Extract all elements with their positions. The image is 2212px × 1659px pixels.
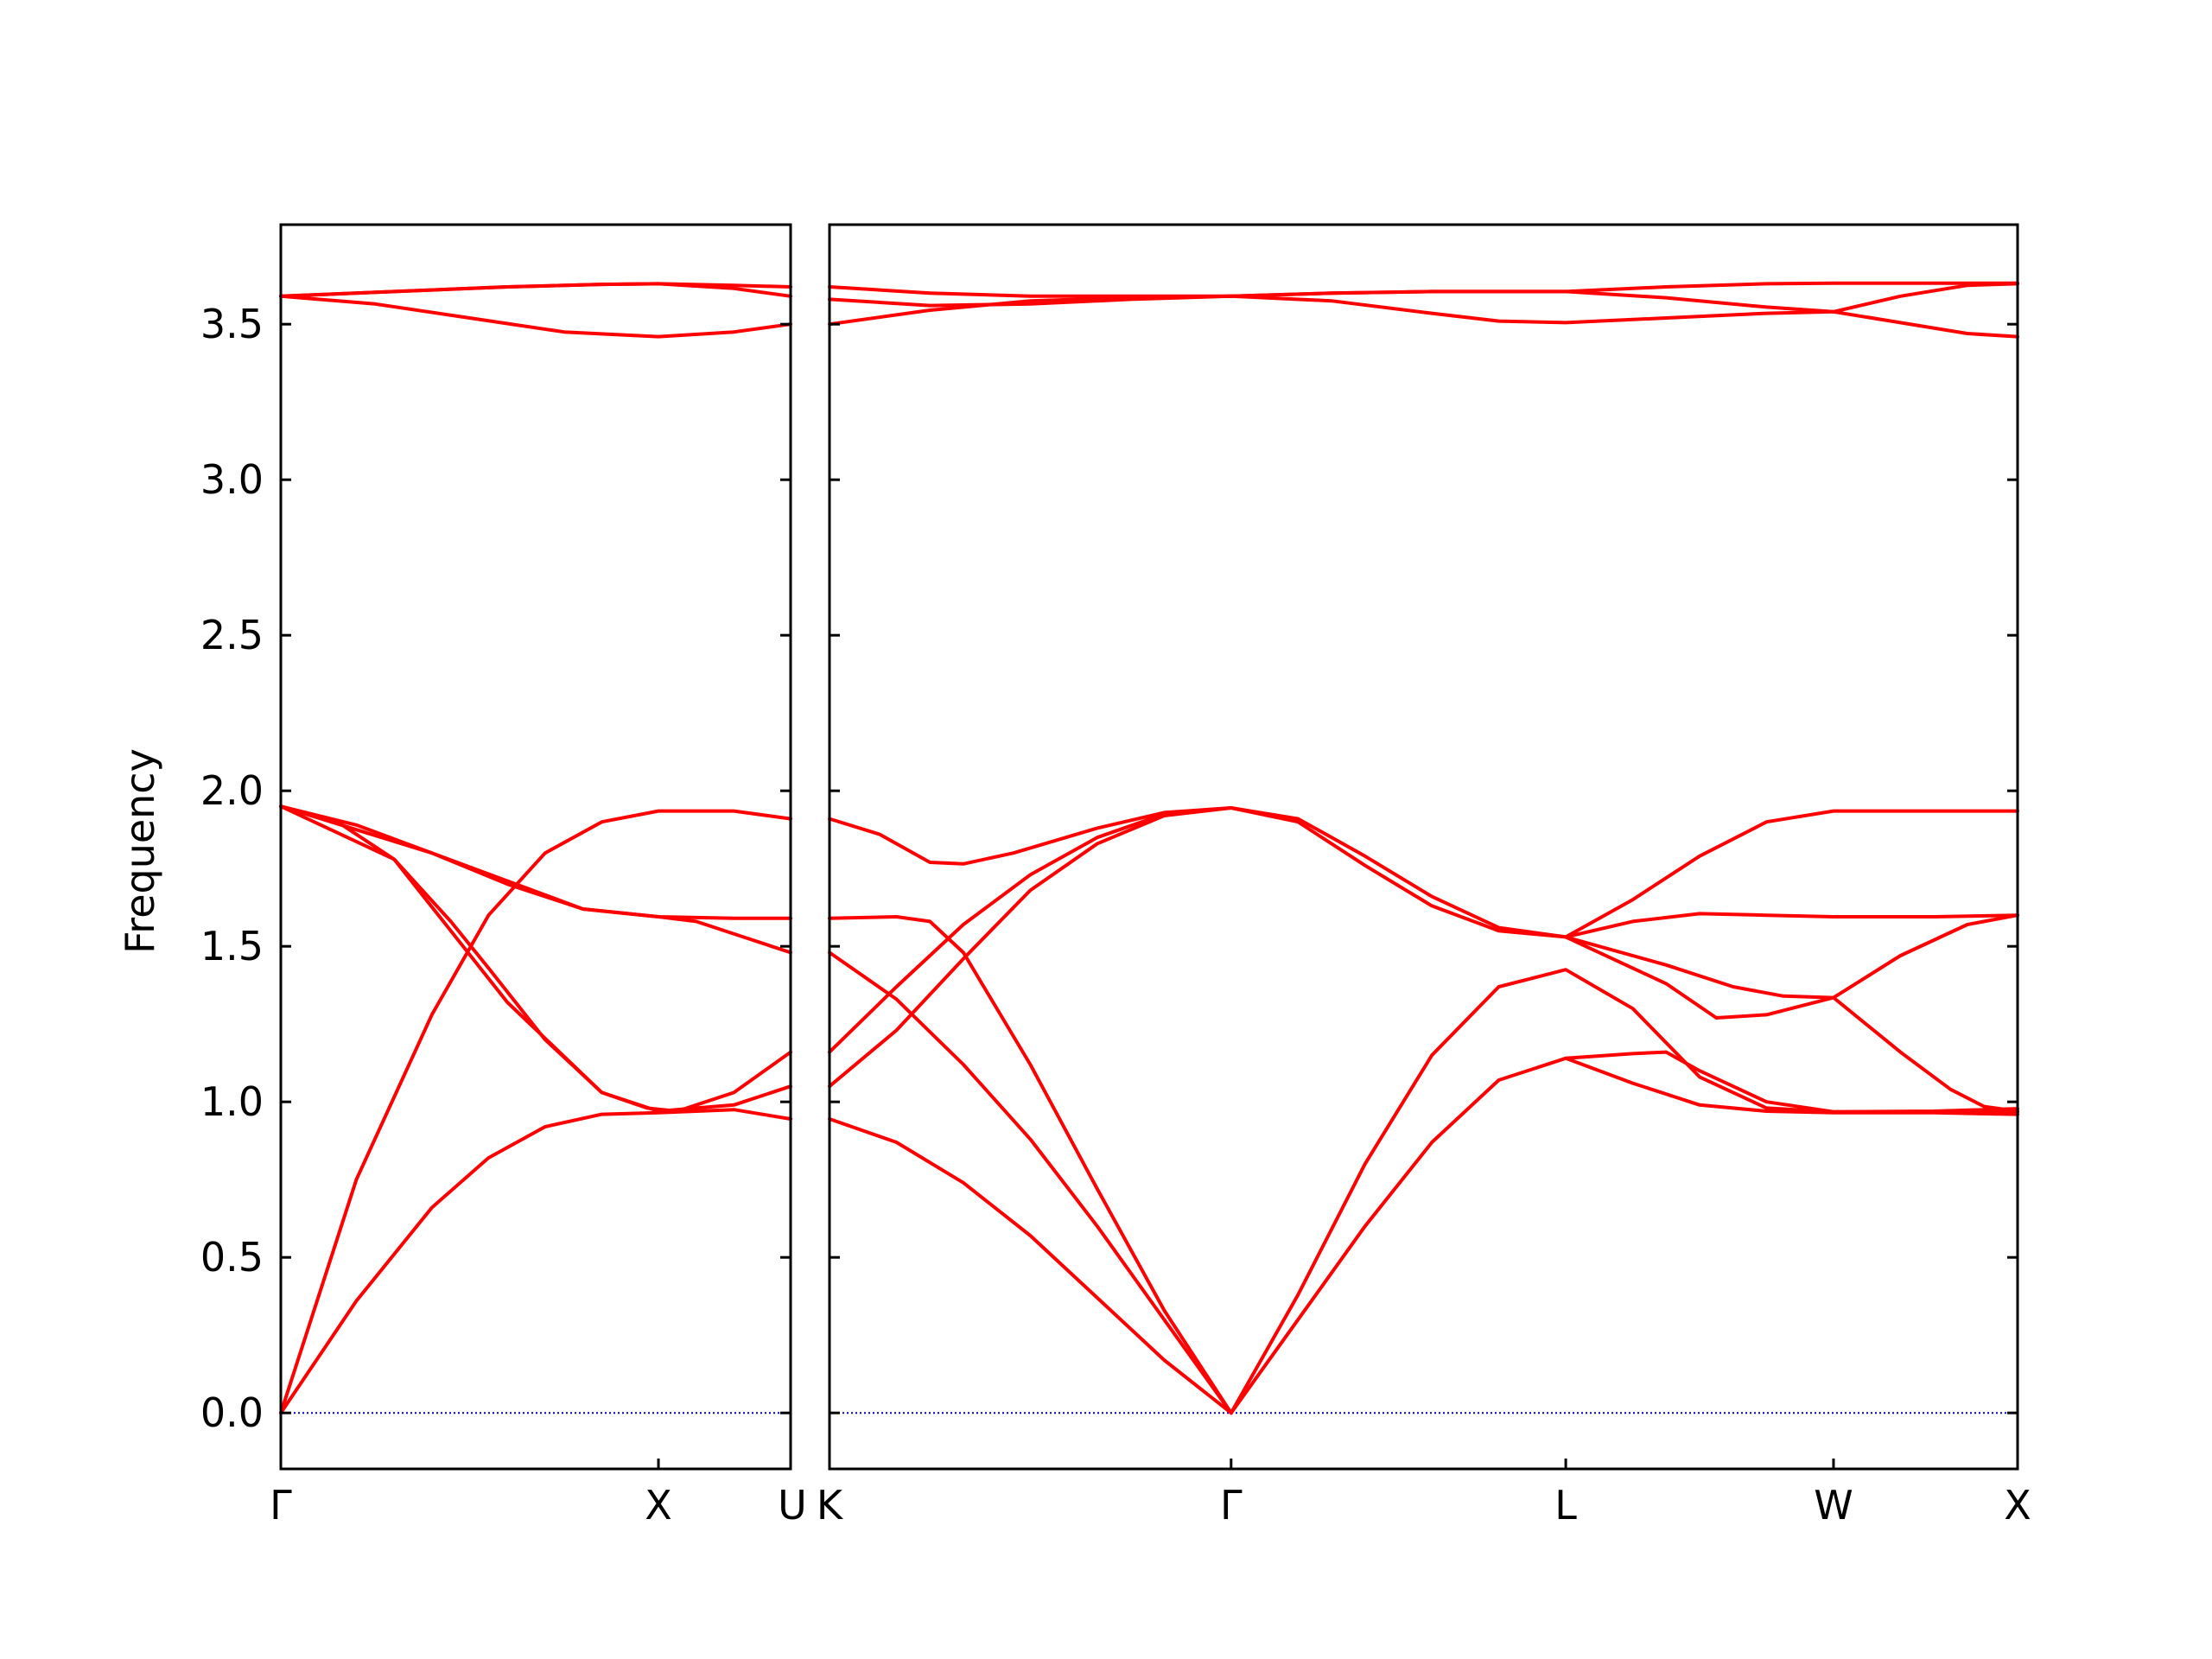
x-tick-label: K [817,1482,844,1529]
y-axis-label: Frequency [117,748,163,954]
band-line [828,950,1233,1415]
x-tick-label: L [1554,1482,1577,1529]
x-tick-label: X [2004,1482,2031,1529]
y-tick-label: 1.0 [200,1078,264,1125]
y-tick-label: 0.5 [200,1234,264,1281]
band-line [1564,809,2019,939]
band-line [279,804,792,920]
axes-frame [828,223,2019,1471]
band-line [828,294,2019,339]
y-tick-label: 0.0 [200,1389,264,1436]
x-tick-label: X [645,1482,672,1529]
band-line [279,809,792,1415]
x-tick-label: U [778,1482,807,1529]
band-line [828,806,1233,1089]
x-tick-label: Γ [1220,1482,1243,1529]
band-line [1564,912,2019,939]
y-tick-label: 1.5 [200,923,264,969]
x-tick-label: Γ [270,1482,292,1529]
band-line [279,1108,792,1415]
y-tick-label: 2.5 [200,612,264,658]
band-line [279,294,792,339]
band-line [828,806,1233,866]
band-line [1229,806,2019,1113]
y-tick-label: 2.0 [200,767,264,814]
band-line [828,1117,1233,1415]
left-panel: 0.0 0.5 1.0 1.5 2.0 2.5 3.0 3.5 Γ X U [200,223,807,1529]
band-line [828,281,2019,327]
band-line [1564,1050,2019,1114]
axes-frame [279,223,792,1471]
band-line [279,804,792,1113]
band-line [1229,806,2019,1020]
band-line [279,282,792,298]
y-tick-label: 3.5 [200,301,264,347]
y-tick-label: 3.0 [200,456,264,503]
x-tick-label: W [1814,1482,1853,1529]
band-line [828,915,1233,1415]
